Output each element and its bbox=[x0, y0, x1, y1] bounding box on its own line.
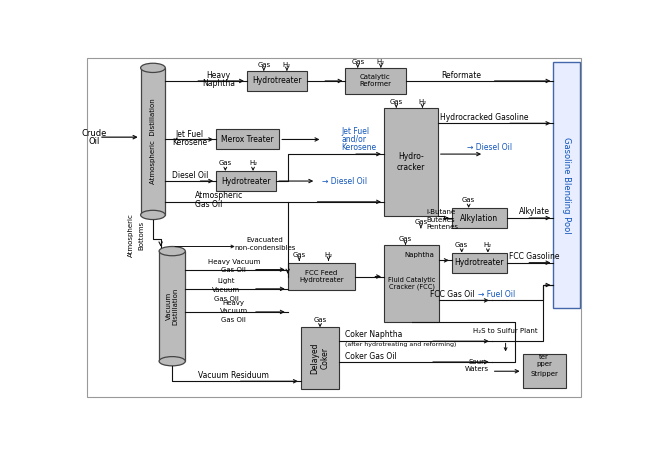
Bar bbox=[216, 130, 279, 149]
Bar bbox=[452, 252, 507, 273]
Text: Gas: Gas bbox=[390, 99, 403, 105]
Bar bbox=[159, 251, 185, 361]
Text: Vacuum
Distillation: Vacuum Distillation bbox=[166, 288, 178, 325]
Bar bbox=[384, 108, 438, 216]
Bar bbox=[288, 263, 356, 290]
Text: Gas Oil: Gas Oil bbox=[195, 200, 222, 209]
Text: → Fuel Oil: → Fuel Oil bbox=[478, 290, 515, 299]
Text: Delayed
Coker: Delayed Coker bbox=[310, 342, 330, 374]
Text: H₂: H₂ bbox=[377, 58, 385, 65]
Text: H₂S to Sulfur Plant: H₂S to Sulfur Plant bbox=[473, 328, 538, 334]
Text: H₂: H₂ bbox=[249, 160, 257, 166]
Text: FCC Feed
Hydrotreater: FCC Feed Hydrotreater bbox=[299, 270, 344, 283]
Text: Fluid Catalytic
Cracker (FCC): Fluid Catalytic Cracker (FCC) bbox=[388, 277, 436, 290]
Text: Atmospheric  Distillation: Atmospheric Distillation bbox=[150, 99, 156, 184]
Text: Gas: Gas bbox=[293, 252, 306, 258]
Text: Vacuum Residuum: Vacuum Residuum bbox=[198, 371, 269, 380]
Text: Gas: Gas bbox=[314, 317, 327, 323]
Text: Sour
Waters: Sour Waters bbox=[464, 360, 489, 372]
Text: Heavy: Heavy bbox=[207, 71, 230, 80]
Ellipse shape bbox=[159, 356, 185, 366]
Text: and/or: and/or bbox=[342, 135, 367, 144]
Text: Stripper: Stripper bbox=[530, 371, 558, 377]
Text: FCC Gasoline: FCC Gasoline bbox=[510, 252, 560, 261]
Text: Heavy Vacuum: Heavy Vacuum bbox=[207, 259, 260, 265]
Text: H₂: H₂ bbox=[419, 99, 426, 105]
Text: Gas: Gas bbox=[399, 236, 412, 242]
Bar bbox=[452, 208, 507, 228]
Text: Evacuated: Evacuated bbox=[246, 237, 283, 243]
Text: Hydrotreater: Hydrotreater bbox=[252, 76, 302, 86]
Text: Alkylation: Alkylation bbox=[461, 213, 499, 222]
Text: Kerosene: Kerosene bbox=[173, 138, 207, 147]
Text: Jet Fuel: Jet Fuel bbox=[176, 130, 204, 139]
Text: FCC Gas Oil: FCC Gas Oil bbox=[430, 290, 475, 299]
Bar bbox=[523, 354, 565, 388]
Text: H₂: H₂ bbox=[484, 242, 492, 248]
Text: Gas Oil: Gas Oil bbox=[214, 296, 239, 302]
Text: Catalytic
Reformer: Catalytic Reformer bbox=[359, 74, 392, 87]
Text: Coker Naphtha: Coker Naphtha bbox=[346, 330, 403, 339]
Ellipse shape bbox=[159, 247, 185, 256]
Ellipse shape bbox=[140, 63, 165, 72]
Bar bbox=[346, 68, 405, 94]
Bar bbox=[247, 71, 307, 91]
Text: Gas: Gas bbox=[218, 160, 232, 166]
Text: Gas: Gas bbox=[455, 242, 468, 248]
Text: Heavy: Heavy bbox=[223, 300, 245, 306]
Text: Butenes: Butenes bbox=[426, 216, 455, 223]
Text: → Diesel Oil: → Diesel Oil bbox=[322, 176, 367, 185]
Text: Hydrotreater: Hydrotreater bbox=[455, 258, 504, 267]
Text: Gas: Gas bbox=[462, 197, 475, 203]
Text: Gas: Gas bbox=[415, 219, 428, 225]
Text: Kerosene: Kerosene bbox=[342, 144, 377, 153]
Text: H₂: H₂ bbox=[325, 252, 333, 258]
Text: Atmospheric: Atmospheric bbox=[195, 191, 243, 200]
Text: ter
pper: ter pper bbox=[536, 354, 552, 367]
Text: Oil: Oil bbox=[89, 136, 100, 145]
Text: → Diesel Oil: → Diesel Oil bbox=[467, 144, 512, 153]
Text: Naphtha: Naphtha bbox=[202, 79, 235, 88]
Bar bbox=[140, 68, 165, 215]
Text: Diesel Oil: Diesel Oil bbox=[172, 171, 208, 180]
Text: Atmospheric: Atmospheric bbox=[129, 213, 134, 257]
Text: non-condensibles: non-condensibles bbox=[234, 245, 295, 251]
Text: Pentenes: Pentenes bbox=[426, 224, 459, 230]
Bar bbox=[301, 327, 339, 389]
Bar bbox=[216, 171, 276, 191]
Text: Gas Oil: Gas Oil bbox=[221, 317, 246, 323]
Text: Hydrotreater: Hydrotreater bbox=[221, 176, 271, 185]
Text: Hydrocracked Gasoline: Hydrocracked Gasoline bbox=[440, 112, 528, 122]
Ellipse shape bbox=[140, 210, 165, 220]
Text: (after hydrotreating and reforming): (after hydrotreating and reforming) bbox=[346, 342, 457, 347]
Text: Reformate: Reformate bbox=[441, 71, 481, 80]
Text: Bottoms: Bottoms bbox=[138, 220, 144, 249]
Text: Gas: Gas bbox=[351, 58, 364, 65]
Text: Hydro-
cracker: Hydro- cracker bbox=[397, 152, 425, 171]
Text: H₂: H₂ bbox=[283, 62, 291, 68]
Text: i-Butane: i-Butane bbox=[426, 209, 455, 215]
Text: Vacuum: Vacuum bbox=[212, 288, 240, 293]
Text: Gasoline Blending Pool: Gasoline Blending Pool bbox=[562, 137, 571, 233]
Text: Gas Oil: Gas Oil bbox=[221, 267, 246, 273]
Text: Naphtha: Naphtha bbox=[404, 252, 434, 258]
Text: Light: Light bbox=[217, 278, 235, 284]
Bar bbox=[554, 62, 579, 308]
Text: Jet Fuel: Jet Fuel bbox=[342, 126, 370, 135]
Text: Coker Gas Oil: Coker Gas Oil bbox=[346, 352, 397, 361]
Text: Crude: Crude bbox=[82, 129, 107, 138]
Text: Vacuum: Vacuum bbox=[220, 308, 248, 314]
Bar bbox=[384, 245, 440, 322]
Text: Alkylate: Alkylate bbox=[519, 207, 550, 216]
Text: Merox Treater: Merox Treater bbox=[221, 135, 274, 144]
Text: Gas: Gas bbox=[257, 62, 270, 68]
